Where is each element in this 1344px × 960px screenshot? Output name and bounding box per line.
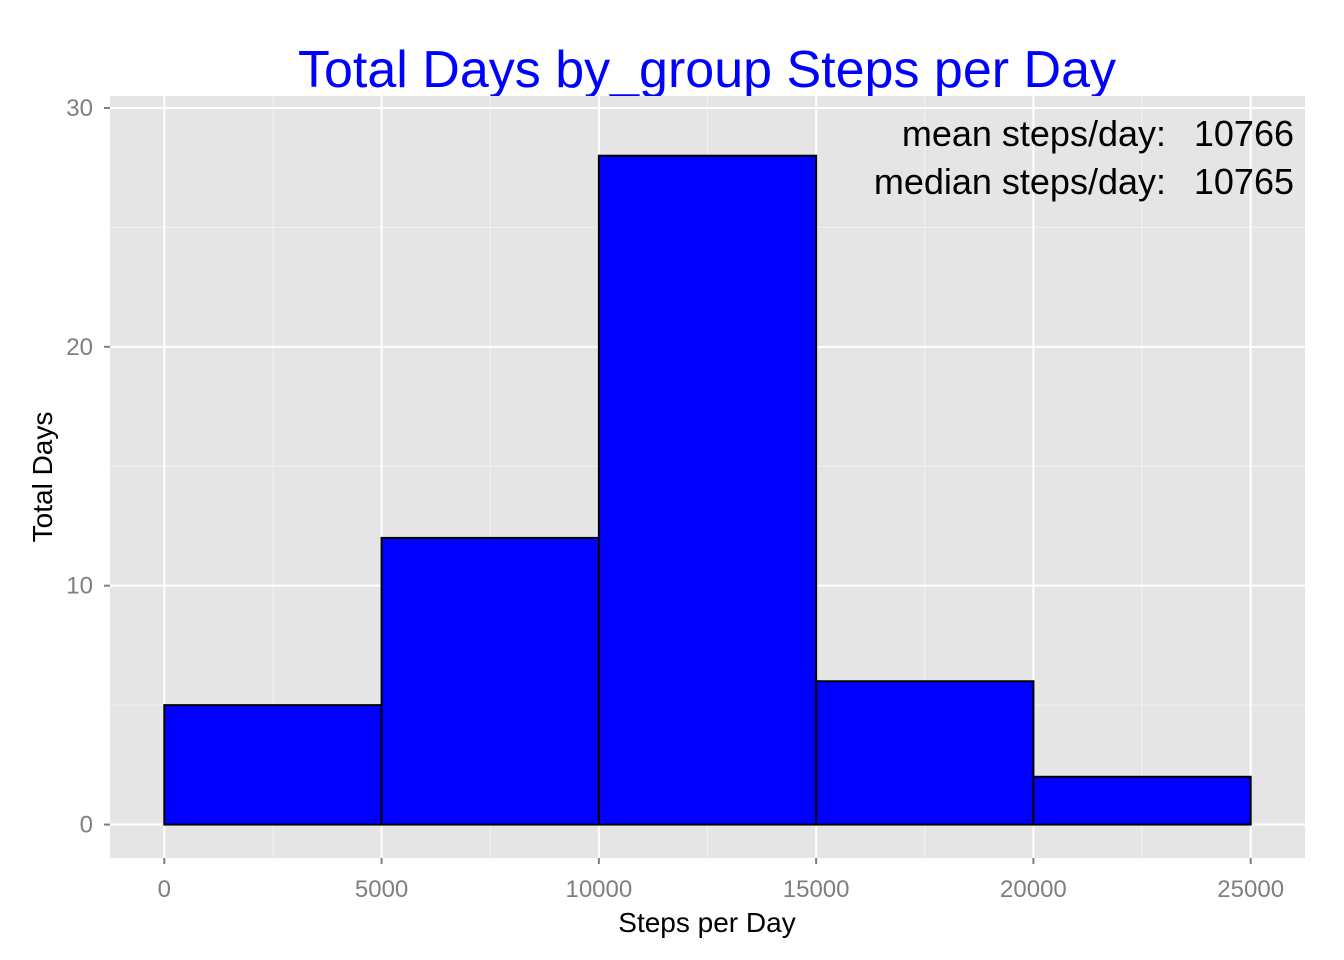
x-tick-label: 20000 bbox=[1000, 876, 1067, 903]
histogram-bar-4 bbox=[1032, 775, 1252, 826]
y-tick-label: 10 bbox=[66, 573, 93, 600]
x-tick-label: 10000 bbox=[565, 876, 632, 903]
median-annotation-label: median steps/day: bbox=[874, 161, 1166, 202]
median-annotation-value: 10765 bbox=[1194, 161, 1294, 202]
y-tick-label: 0 bbox=[80, 812, 93, 839]
x-tick-label: 5000 bbox=[355, 876, 408, 903]
y-tick-label: 30 bbox=[66, 95, 93, 122]
x-axis-title: Steps per Day bbox=[618, 907, 795, 938]
x-tick-label: 25000 bbox=[1217, 876, 1284, 903]
histogram-bar-2 bbox=[597, 154, 818, 826]
x-tick-label: 0 bbox=[158, 876, 171, 903]
histogram-bar-1 bbox=[380, 536, 600, 826]
mean-annotation-label: mean steps/day: bbox=[902, 113, 1166, 154]
y-axis: 0 10 20 30 bbox=[66, 95, 110, 839]
x-tick-label: 15000 bbox=[783, 876, 850, 903]
x-axis: 0 5000 10000 15000 20000 25000 bbox=[158, 858, 1284, 903]
y-tick-label: 20 bbox=[66, 334, 93, 361]
histogram-bar-3 bbox=[815, 680, 1035, 826]
histogram-bar-0 bbox=[163, 704, 383, 826]
mean-annotation-value: 10766 bbox=[1194, 113, 1294, 154]
chart-title: Total Days by_group Steps per Day bbox=[298, 41, 1116, 99]
y-axis-title: Total Days bbox=[27, 412, 58, 543]
histogram-bars bbox=[163, 154, 1252, 826]
